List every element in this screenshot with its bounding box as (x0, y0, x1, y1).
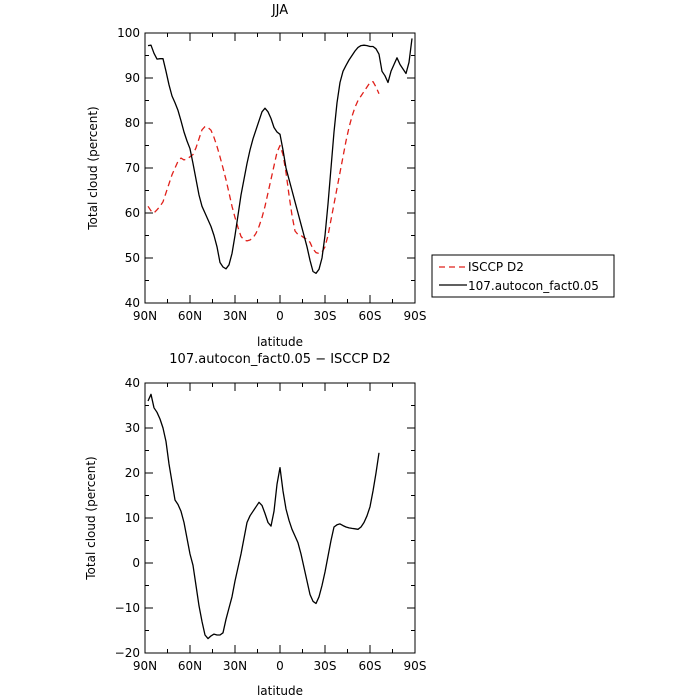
x-tick-label-1-0: 90N (133, 659, 157, 673)
series-line-0-0 (147, 80, 380, 255)
y-tick-label-1-3: 10 (125, 511, 140, 525)
y-tick-label-0-6: 100 (117, 26, 140, 40)
bottom-panel: 107.autocon_fact0.05 − ISCCP D2 Total cl… (84, 352, 426, 698)
top-panel: JJA Total cloud (percent) latitude 90N 60… (86, 3, 426, 349)
bottom-plot-frame (144, 382, 416, 654)
y-tick-label-0-2: 60 (125, 206, 140, 220)
bottom-x-axis-label: latitude (257, 684, 303, 698)
y-tick-label-1-4: 20 (125, 466, 140, 480)
legend-label-isccp: ISCCP D2 (468, 260, 524, 274)
y-tick-label-1-0: −20 (115, 646, 140, 660)
top-series-group (147, 38, 413, 274)
x-tick-label-1-6: 90S (404, 659, 427, 673)
y-tick-label-0-5: 90 (125, 71, 140, 85)
x-tick-label-1-2: 30N (223, 659, 247, 673)
y-tick-label-0-3: 70 (125, 161, 140, 175)
x-tick-label-1-5: 60S (359, 659, 382, 673)
x-tick-label-1-1: 60N (178, 659, 202, 673)
bottom-tick-group: 90N 60N 30N 0 30S 60S 90S −20 −10 0 10 20 30 40 (115, 376, 427, 673)
y-tick-label-0-4: 80 (125, 116, 140, 130)
series-line-1-0 (147, 393, 380, 640)
x-tick-label-1-4: 30S (314, 659, 337, 673)
x-tick-label-0-4: 30S (314, 309, 337, 323)
x-tick-label-0-1: 60N (178, 309, 202, 323)
legend-frame (431, 254, 615, 298)
bottom-title: 107.autocon_fact0.05 − ISCCP D2 (169, 352, 390, 367)
legend-label-model: 107.autocon_fact0.05 (468, 279, 599, 293)
series-line-0-1 (147, 38, 413, 274)
top-tick-group: 90N 60N 30N 0 30S 60S 90S 40 50 60 70 80 90 100 (117, 26, 426, 323)
y-tick-label-0-1: 50 (125, 251, 140, 265)
top-x-axis-label: latitude (257, 335, 303, 349)
x-tick-label-0-6: 90S (404, 309, 427, 323)
y-tick-label-1-6: 40 (125, 376, 140, 390)
y-tick-label-1-1: −10 (115, 601, 140, 615)
bottom-series-group (147, 393, 380, 640)
y-tick-label-1-5: 30 (125, 421, 140, 435)
top-plot-frame (144, 32, 416, 304)
legend: ISCCP D2 107.autocon_fact0.05 (431, 254, 615, 298)
x-tick-label-0-3: 0 (276, 309, 284, 323)
bottom-y-axis-label: Total cloud (percent) (84, 456, 98, 580)
x-tick-label-0-2: 30N (223, 309, 247, 323)
x-tick-label-0-5: 60S (359, 309, 382, 323)
y-tick-label-0-0: 40 (125, 296, 140, 310)
top-y-axis-label: Total cloud (percent) (86, 106, 100, 230)
y-tick-label-1-2: 0 (132, 556, 140, 570)
x-tick-label-1-3: 0 (276, 659, 284, 673)
x-tick-label-0-0: 90N (133, 309, 157, 323)
top-title: JJA (271, 3, 288, 18)
